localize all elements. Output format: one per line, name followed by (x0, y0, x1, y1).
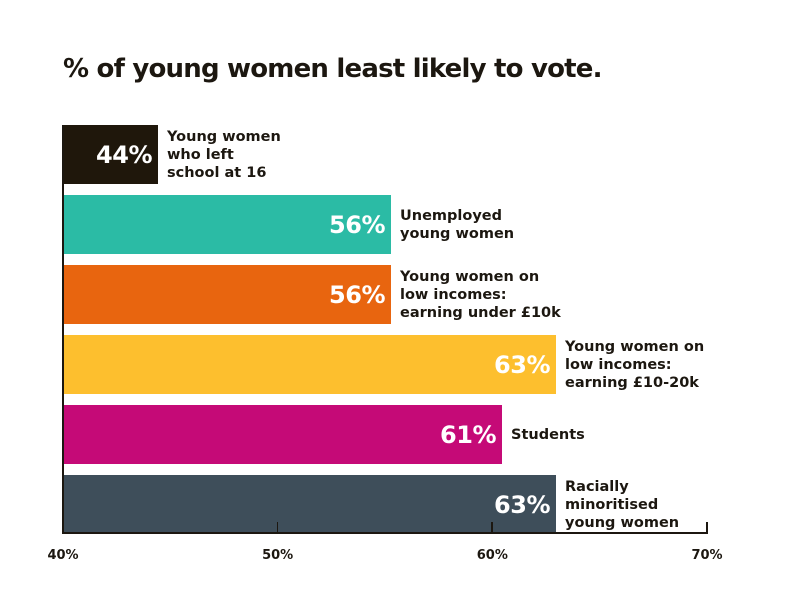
x-tick-label: 60% (476, 548, 508, 563)
x-tick-label: 50% (262, 548, 294, 563)
bar-value-label: 63% (494, 351, 550, 379)
chart-title: % of young women least likely to vote. (63, 54, 603, 84)
bar-2 (63, 265, 391, 324)
x-tick-label: 70% (691, 548, 723, 563)
bar-value-label: 61% (440, 421, 496, 449)
bar-3 (63, 335, 556, 394)
category-label: Young women on low incomes: earning unde… (400, 268, 561, 321)
x-tick (706, 522, 708, 534)
category-label: Young women who left school at 16 (167, 128, 281, 181)
bar-value-label: 56% (329, 281, 385, 309)
x-tick (491, 522, 493, 534)
bar-value-label: 63% (494, 491, 550, 519)
bar-value-label: 44% (96, 141, 152, 169)
bar-1 (63, 195, 391, 254)
category-label: Young women on low incomes: earning £10-… (565, 338, 705, 391)
bar-4 (63, 405, 502, 464)
y-axis-line (62, 125, 64, 533)
category-label: Racially minoritised young women (565, 478, 680, 531)
category-label: Students (511, 426, 585, 443)
bar-5 (63, 475, 556, 534)
category-label: Unemployed young women (400, 207, 515, 242)
x-tick-label: 40% (47, 548, 79, 563)
x-axis-line (62, 532, 708, 534)
bar-value-label: 56% (329, 211, 385, 239)
bar-0 (63, 125, 158, 184)
x-tick (276, 522, 279, 534)
